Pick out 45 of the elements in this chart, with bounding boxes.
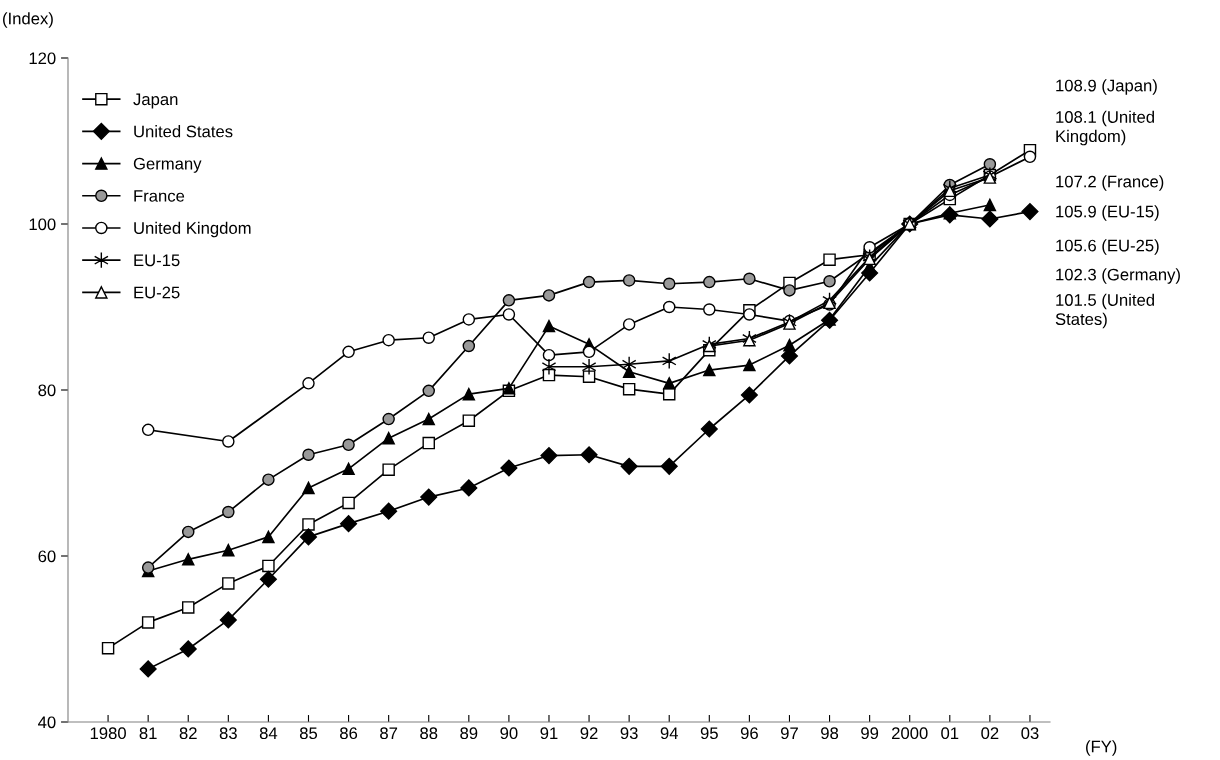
x-tick-label: 1980 [90,727,126,740]
x-tick-label: 92 [580,727,598,740]
x-tick-label: 2000 [892,727,928,740]
legend-label: Japan [133,93,178,109]
text: 102.3 (Germany) [1056,268,1180,284]
y-tick-label: 80 [38,384,56,397]
x-tick-label: 93 [620,727,638,740]
x-tick-label: 94 [660,727,679,740]
y-tick-label: 60 [38,550,56,563]
x-tick-label: 01 [941,727,959,740]
x-tick-label: 96 [740,727,758,740]
x-tick-label: 91 [540,727,558,740]
x-tick-label: 97 [780,727,798,740]
legend-label: EU-15 [134,254,180,267]
x-tick-label: 03 [1021,727,1039,740]
x-tick-label: 98 [821,727,839,740]
y-tick-label: 100 [29,218,56,231]
text: 101.5 (United States) [1055,293,1154,329]
text: 105.9 (EU-15) [1056,205,1159,221]
x-tick-label: 02 [981,727,999,740]
x-axis-title: (FY) [1086,740,1117,756]
text: 108.1 (United Kingdom) [1056,110,1154,146]
x-tick-label: 89 [460,727,478,740]
legend-label: France [134,190,185,202]
x-tick-label: 82 [179,727,197,740]
x-tick-label: 81 [139,727,157,740]
legend-label: EU-25 [134,286,180,299]
legend-label: Germany [133,157,202,173]
x-tick-label: 86 [340,727,358,740]
x-tick-label: 88 [420,727,438,740]
x-tick-label: 99 [861,727,879,740]
y-tick-label: 120 [29,52,56,65]
x-tick-label: 90 [500,727,518,740]
text: 108.9 (Japan) [1056,79,1157,95]
x-tick-label: 83 [219,727,237,740]
x-tick-label: 95 [700,727,718,740]
x-tick-label: 85 [299,727,318,740]
x-tick-label: 87 [380,727,398,740]
legend-label: United States [134,125,233,138]
y-tick-label: 40 [38,716,56,729]
legend-label: United Kingdom [134,221,251,238]
y-axis-title: (Index) [3,12,53,28]
text: 107.2 (France) [1056,175,1164,191]
text: 105.6 (EU-25) [1056,239,1159,255]
x-tick-label: 84 [259,727,278,740]
